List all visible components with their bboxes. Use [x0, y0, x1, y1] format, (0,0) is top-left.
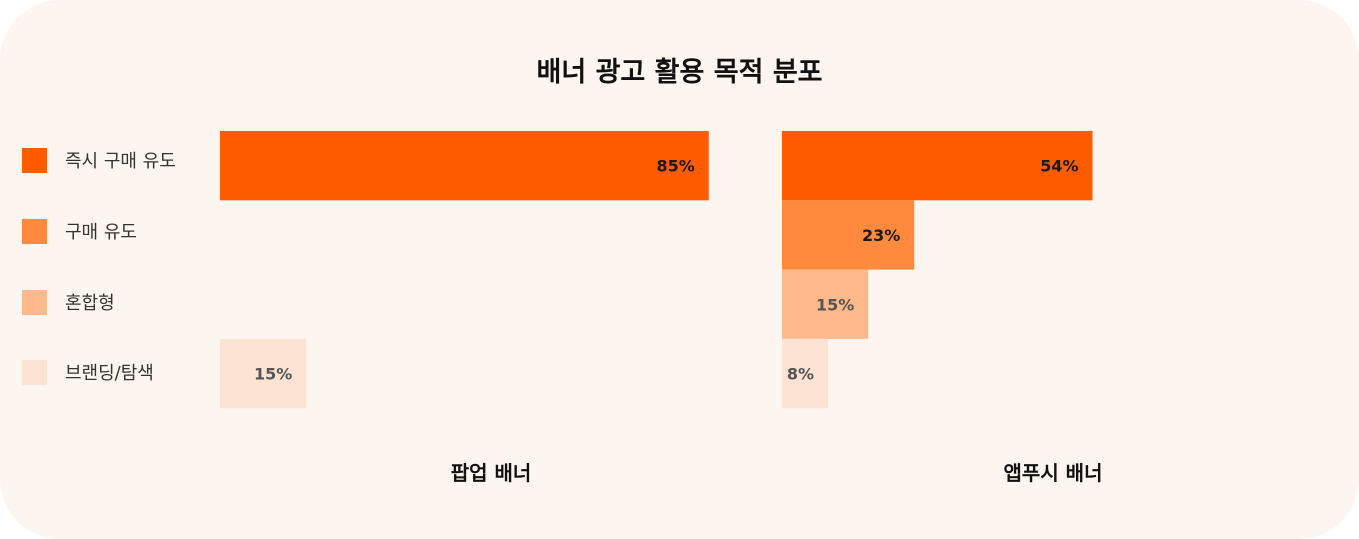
data-label-apppush-purchase: 23% [862, 226, 900, 245]
legend-item-purchase: 구매 유도 [22, 218, 137, 244]
legend-swatch-mixed [22, 289, 47, 315]
panel-title-popup: 팝업 배너 [451, 461, 532, 485]
legend-swatch-branding [22, 359, 47, 385]
bar-apppush-branding [782, 338, 828, 409]
legend-item-instant-purchase: 즉시 구매 유도 [22, 147, 176, 173]
bar-popup-branding [220, 338, 307, 409]
legend-item-branding: 브랜딩/탐색 [22, 359, 154, 385]
bar-apppush-instant-purchase [782, 131, 1093, 201]
data-label-apppush-mixed: 15% [816, 295, 854, 314]
legend-swatch-instant-purchase [22, 147, 47, 173]
data-label-apppush-instant-purchase: 54% [1040, 157, 1078, 176]
bar-apppush-mixed [782, 269, 869, 339]
legend-label-instant-purchase: 즉시 구매 유도 [65, 151, 176, 172]
legend-label-purchase: 구매 유도 [65, 222, 137, 243]
bar-popup-instant-purchase [220, 131, 709, 201]
legend-item-mixed: 혼합형 [22, 289, 115, 315]
panel-title-apppush: 앱푸시 배너 [1004, 461, 1103, 485]
legend-swatch-purchase [22, 218, 47, 244]
data-label-popup-instant-purchase: 85% [656, 157, 694, 176]
data-label-apppush-branding: 8% [787, 365, 814, 384]
legend-label-mixed: 혼합형 [65, 293, 115, 314]
chart-title: 배너 광고 활용 목적 분포 [536, 57, 823, 88]
legend-label-branding: 브랜딩/탐색 [65, 363, 154, 384]
data-label-popup-branding: 15% [254, 365, 292, 384]
bar-apppush-purchase [782, 200, 915, 270]
